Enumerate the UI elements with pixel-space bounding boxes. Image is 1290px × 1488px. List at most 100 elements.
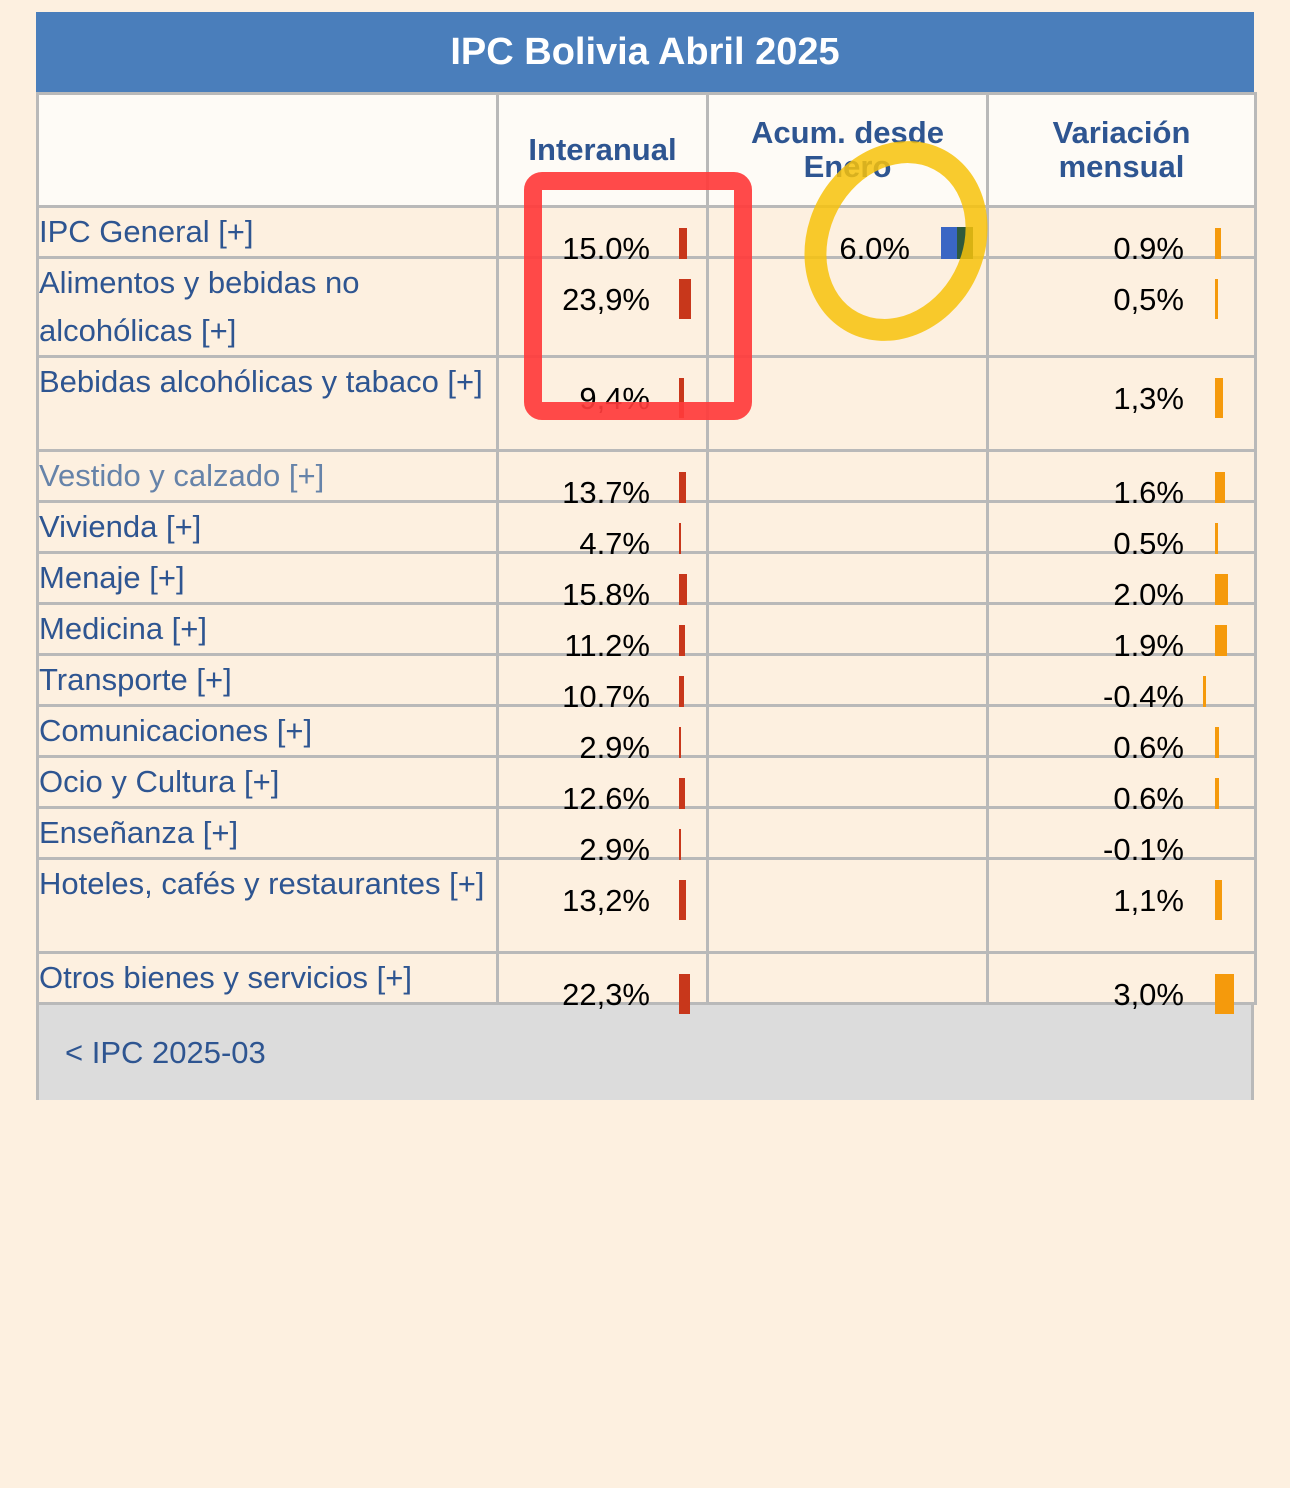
interanual-cell: 2,9% <box>496 806 709 869</box>
mensual-bar <box>1215 228 1221 268</box>
interanual-bar <box>679 378 684 418</box>
category-link[interactable]: Ocio y Cultura [+] <box>36 755 499 809</box>
mensual-bar <box>1215 378 1223 418</box>
category-link[interactable]: Transporte [+] <box>36 653 499 707</box>
category-link[interactable]: Alimentos y bebidas no alcohólicas [+] <box>36 256 499 358</box>
mensual-bar <box>1215 974 1234 1014</box>
mensual-cell: 0,5% <box>986 500 1257 563</box>
interanual-value: 22,3% <box>562 977 650 1012</box>
interanual-cell: 12,6% <box>496 755 709 818</box>
table-row: Hoteles, cafés y restaurantes [+] 13,2% 1,… <box>36 857 1257 954</box>
table-row: Medicina [+] 11,2% 1,9% <box>36 602 1257 665</box>
interanual-cell: 22,3% <box>496 951 709 1014</box>
category-link[interactable]: Hoteles, cafés y restaurantes [+] <box>36 857 499 954</box>
interanual-cell: 13,2% <box>496 857 709 954</box>
interanual-bar <box>679 574 687 614</box>
mensual-bar <box>1215 523 1218 563</box>
category-link[interactable]: IPC General [+] <box>36 205 499 259</box>
interanual-bar <box>679 279 691 319</box>
interanual-bar <box>679 625 685 665</box>
table-row: Comunicaciones [+] 2,9% 0,6% <box>36 704 1257 767</box>
ipc-table: Interanual Acum. desde Enero Variación men… <box>36 92 1257 1014</box>
category-link[interactable]: Enseñanza [+] <box>36 806 499 860</box>
mensual-value: 1,3% <box>1113 381 1184 416</box>
category-link[interactable]: Bebidas alcohólicas y tabaco [+] <box>36 355 499 452</box>
table-row: Vivienda [+] 4,7% 0,5% <box>36 500 1257 563</box>
interanual-bar <box>679 523 681 563</box>
interanual-cell: 15,8% <box>496 551 709 614</box>
category-link[interactable]: Vestido y calzado [+] <box>36 449 499 503</box>
interanual-value: 13,2% <box>562 883 650 918</box>
acum-cell <box>706 755 989 809</box>
acum-cell <box>706 704 989 758</box>
mensual-bar <box>1215 778 1219 818</box>
mensual-bar <box>1215 279 1218 319</box>
mensual-bar <box>1215 727 1219 767</box>
mensual-value: 3,0% <box>1113 977 1184 1012</box>
mensual-cell: 0,9% <box>986 205 1257 268</box>
acum-cell <box>706 951 989 1005</box>
table-row: Bebidas alcohólicas y tabaco [+] 9,4% 1,3% <box>36 355 1257 452</box>
mensual-cell: -0,1% <box>986 806 1257 867</box>
acum-cell <box>706 602 989 656</box>
acum-cell <box>706 653 989 707</box>
ipc-widget: IPC Bolivia Abril 2025 Interanual Acum. … <box>36 12 1257 1488</box>
interanual-value: 23,9% <box>562 282 650 317</box>
interanual-bar <box>679 676 684 716</box>
table-row: Vestido y calzado [+] 13,7% 1,6% <box>36 449 1257 512</box>
interanual-cell: 2,9% <box>496 704 709 767</box>
mensual-bar <box>1203 676 1206 716</box>
interanual-cell: 10,7% <box>496 653 709 716</box>
table-row: Ocio y Cultura [+] 12,6% 0,6% <box>36 755 1257 818</box>
category-link[interactable]: Vivienda [+] <box>36 500 499 554</box>
interanual-bar <box>679 778 685 818</box>
mensual-cell: -0,4% <box>986 653 1257 716</box>
table-row: Alimentos y bebidas no alcohólicas [+] 23… <box>36 256 1257 358</box>
annotation-red-box <box>524 172 752 420</box>
header-blank <box>36 92 499 208</box>
header-mensual: Variación mensual <box>986 92 1257 208</box>
interanual-cell: 13,7% <box>496 449 709 512</box>
interanual-bar <box>679 727 681 767</box>
mensual-bar <box>1215 880 1222 920</box>
acum-cell <box>706 449 989 503</box>
mensual-cell: 1,1% <box>986 857 1257 954</box>
interanual-bar <box>679 880 686 920</box>
table-row: Menaje [+] 15,8% 2,0% <box>36 551 1257 614</box>
mensual-cell: 2,0% <box>986 551 1257 614</box>
acum-cell <box>706 857 989 954</box>
header-row: Interanual Acum. desde Enero Variación men… <box>36 92 1257 208</box>
table-row: Enseñanza [+] 2,9% -0,1% <box>36 806 1257 869</box>
acum-cell <box>706 256 989 358</box>
interanual-cell: 4,7% <box>496 500 709 563</box>
interanual-bar <box>679 974 690 1014</box>
category-link[interactable]: Comunicaciones [+] <box>36 704 499 758</box>
category-link[interactable]: Otros bienes y servicios [+] <box>36 951 499 1005</box>
footer-nav: < IPC 2025-03 <box>36 1005 1254 1100</box>
table-title: IPC Bolivia Abril 2025 <box>36 12 1254 92</box>
header-acum: Acum. desde Enero <box>706 92 989 208</box>
category-link[interactable]: Menaje [+] <box>36 551 499 605</box>
mensual-bar <box>1215 472 1225 512</box>
mensual-cell: 3,0% <box>986 951 1257 1014</box>
prev-period-link[interactable]: < IPC 2025-03 <box>65 1034 266 1070</box>
interanual-bar <box>679 829 681 869</box>
acum-cell <box>706 806 989 860</box>
category-link[interactable]: Medicina [+] <box>36 602 499 656</box>
mensual-value: 0,5% <box>1113 282 1184 317</box>
acum-cell <box>706 355 989 452</box>
interanual-cell: 11,2% <box>496 602 709 665</box>
acum-cell <box>706 551 989 605</box>
table-row: Transporte [+] 10,7% -0,4% <box>36 653 1257 716</box>
mensual-cell: 1,9% <box>986 602 1257 665</box>
mensual-cell: 0,6% <box>986 704 1257 767</box>
interanual-bar <box>679 472 686 512</box>
acum-cell <box>706 500 989 554</box>
table-row: Otros bienes y servicios [+] 22,3% 3,0% <box>36 951 1257 1014</box>
mensual-cell: 0,5% <box>986 256 1257 358</box>
mensual-cell: 1,3% <box>986 355 1257 452</box>
interanual-bar <box>679 228 687 268</box>
mensual-value: 1,1% <box>1113 883 1184 918</box>
mensual-cell: 0,6% <box>986 755 1257 818</box>
mensual-cell: 1,6% <box>986 449 1257 512</box>
